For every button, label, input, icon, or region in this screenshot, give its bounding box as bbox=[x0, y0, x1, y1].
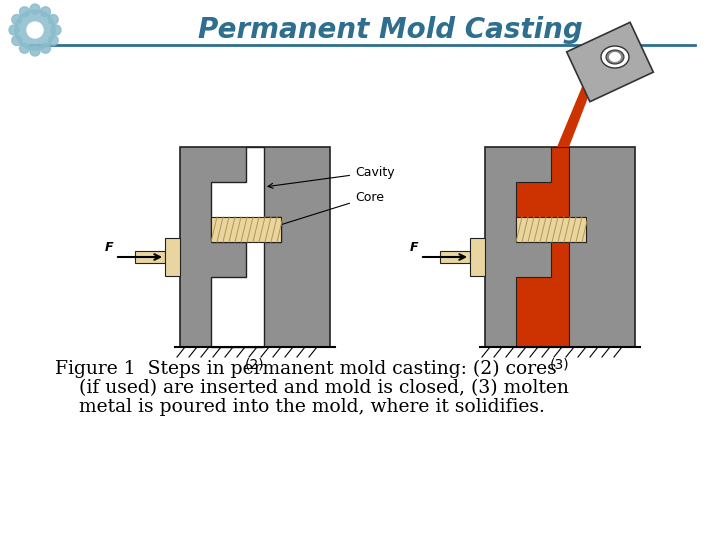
Polygon shape bbox=[211, 147, 281, 347]
Circle shape bbox=[48, 15, 58, 24]
Text: F: F bbox=[410, 240, 418, 253]
Circle shape bbox=[27, 22, 43, 38]
Circle shape bbox=[19, 43, 30, 53]
Polygon shape bbox=[557, 82, 594, 147]
Text: (2): (2) bbox=[246, 358, 265, 372]
Circle shape bbox=[9, 25, 19, 35]
Polygon shape bbox=[516, 147, 586, 347]
FancyBboxPatch shape bbox=[180, 147, 330, 347]
Circle shape bbox=[12, 36, 22, 45]
Ellipse shape bbox=[606, 50, 624, 64]
Circle shape bbox=[19, 7, 30, 17]
Circle shape bbox=[51, 25, 61, 35]
Circle shape bbox=[12, 15, 22, 24]
FancyBboxPatch shape bbox=[440, 251, 470, 263]
Circle shape bbox=[48, 36, 58, 45]
FancyBboxPatch shape bbox=[165, 238, 180, 276]
Circle shape bbox=[30, 4, 40, 14]
Text: Cavity: Cavity bbox=[268, 165, 395, 188]
Text: Permanent Mold Casting: Permanent Mold Casting bbox=[197, 16, 582, 44]
Text: Core: Core bbox=[268, 191, 384, 229]
FancyBboxPatch shape bbox=[485, 147, 635, 347]
Circle shape bbox=[30, 46, 40, 56]
Circle shape bbox=[40, 7, 50, 17]
Polygon shape bbox=[567, 22, 653, 102]
FancyBboxPatch shape bbox=[211, 217, 281, 242]
FancyBboxPatch shape bbox=[135, 251, 165, 263]
Text: (if used) are inserted and mold is closed, (3) molten: (if used) are inserted and mold is close… bbox=[55, 379, 569, 397]
Text: Figure 1  Steps in permanent mold casting: (2) cores: Figure 1 Steps in permanent mold casting… bbox=[55, 360, 557, 378]
Circle shape bbox=[15, 10, 55, 50]
FancyBboxPatch shape bbox=[516, 217, 586, 242]
Text: metal is poured into the mold, where it solidifies.: metal is poured into the mold, where it … bbox=[55, 398, 545, 416]
Ellipse shape bbox=[609, 52, 621, 62]
FancyBboxPatch shape bbox=[470, 238, 485, 276]
Text: (3): (3) bbox=[550, 358, 570, 372]
Text: F: F bbox=[104, 240, 113, 253]
Ellipse shape bbox=[601, 46, 629, 68]
Circle shape bbox=[40, 43, 50, 53]
